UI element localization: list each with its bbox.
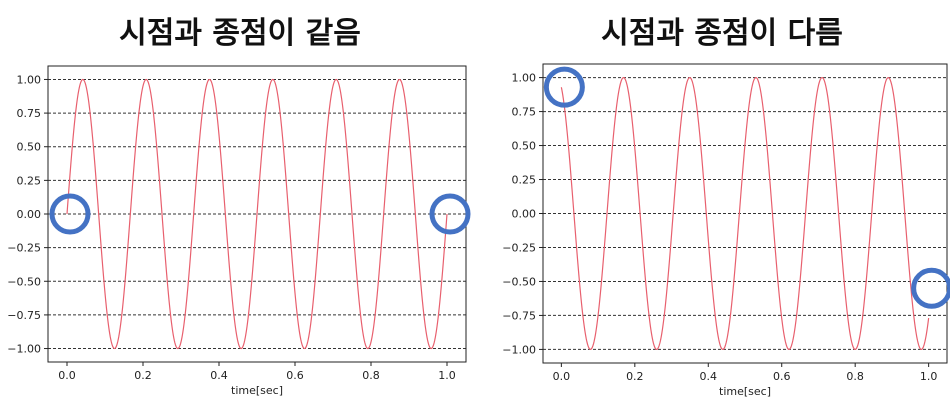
y-tick-label: −0.75	[502, 309, 536, 322]
y-tick-label: 0.75	[17, 107, 42, 120]
x-axis-label: time[sec]	[719, 385, 771, 398]
y-tick-label: 0.25	[17, 174, 42, 187]
x-tick-label: 1.0	[920, 370, 938, 383]
x-tick-label: 0.6	[286, 369, 304, 382]
y-tick-label: −0.50	[502, 275, 536, 288]
x-tick-label: 0.8	[846, 370, 864, 383]
highlight-circle	[543, 66, 585, 108]
x-tick-label: 0.8	[362, 369, 380, 382]
highlight-circle	[911, 267, 950, 309]
y-tick-label: −1.00	[7, 343, 41, 356]
x-tick-label: 0.4	[210, 369, 228, 382]
axes-frame	[542, 63, 948, 364]
y-tick-label: 0.50	[17, 141, 42, 154]
chart-title-different: 시점과 종점이 다름	[601, 16, 843, 51]
y-tick-label: 1.00	[17, 73, 42, 86]
x-axis-label: time[sec]	[231, 384, 283, 397]
highlight-circle	[49, 193, 91, 235]
y-tick-label: 0.00	[512, 208, 537, 221]
y-tick-label: 0.25	[512, 174, 537, 187]
sine-wave-line	[560, 76, 930, 351]
sine-wave-line	[66, 78, 448, 350]
y-tick-label: −0.25	[502, 241, 536, 254]
x-tick-label: 0.2	[626, 370, 644, 383]
x-tick-label: 0.4	[700, 370, 718, 383]
y-tick-label: 1.00	[512, 72, 537, 85]
y-tick-label: −0.50	[7, 275, 41, 288]
y-tick-label: −1.00	[502, 343, 536, 356]
y-tick-label: 0.00	[17, 208, 42, 221]
y-tick-label: 0.75	[512, 106, 537, 119]
y-tick-label: 0.50	[512, 140, 537, 153]
y-tick-label: −0.25	[7, 242, 41, 255]
x-tick-label: 1.0	[438, 369, 456, 382]
chart-title-same: 시점과 종점이 같음	[119, 16, 361, 51]
highlight-circle	[429, 193, 471, 235]
x-tick-label: 0.6	[773, 370, 791, 383]
x-tick-label: 0.0	[58, 369, 76, 382]
x-tick-label: 0.0	[553, 370, 571, 383]
x-tick-label: 0.2	[134, 369, 152, 382]
y-tick-label: −0.75	[7, 309, 41, 322]
